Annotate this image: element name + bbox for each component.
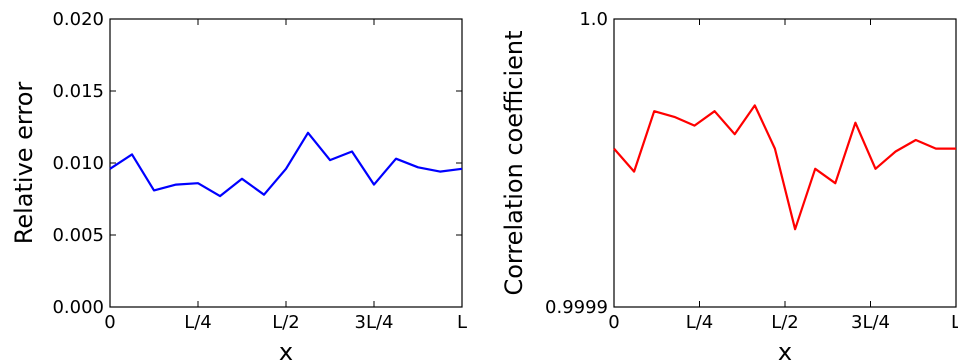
chart-2-series-line — [613, 104, 956, 231]
chart-1-x-tick-label: 0 — [104, 312, 115, 333]
chart-1-y-tick-label: 0.020 — [52, 9, 104, 30]
chart-2-x-tick-label: L — [951, 312, 958, 333]
chart-2-y-axis-label: Correlation coefficient — [500, 30, 528, 295]
chart-1-series-line — [109, 131, 463, 198]
chart-2-x-tick-label: L/2 — [771, 312, 799, 333]
chart-2-x-tick-label: L/4 — [686, 312, 714, 333]
chart-1-x-tick-label: L/4 — [184, 312, 212, 333]
chart-1-x-tick-label: 3L/4 — [355, 312, 394, 333]
chart-1-y-tick-label: 0.010 — [52, 153, 104, 174]
chart-1-x-axis-label: x — [279, 338, 293, 364]
chart-1-y-tick-label: 0.015 — [52, 81, 104, 102]
chart-1-x-tick-label: L — [457, 312, 467, 333]
chart-2-plot-frame — [613, 18, 957, 308]
chart-1-y-tick-label: 0.005 — [52, 225, 104, 246]
chart-2-y-tick-label: 1.0 — [579, 9, 608, 30]
chart-2-x-tick-label: 3L/4 — [851, 312, 890, 333]
chart-2-x-axis-label: x — [778, 338, 792, 364]
chart-2-x-tick-label: 0 — [608, 312, 619, 333]
chart-2-y-tick-label: 0.9999 — [545, 297, 608, 318]
chart-1-y-axis-label: Relative error — [10, 82, 38, 245]
chart-1-y-tick-label: 0.000 — [52, 297, 104, 318]
chart-1-x-tick-label: L/2 — [272, 312, 300, 333]
